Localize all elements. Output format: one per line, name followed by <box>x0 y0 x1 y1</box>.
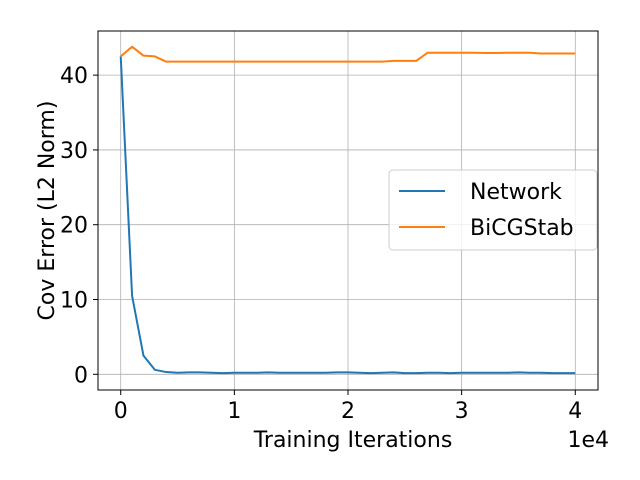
legend-label-network: Network <box>470 180 562 205</box>
x-tick-label: 1 <box>227 399 241 424</box>
series-line-network <box>119 56 576 375</box>
x-axis-label: Training Iterations <box>253 428 453 453</box>
y-tick-label: 20 <box>60 214 88 239</box>
y-tick-label: 10 <box>60 289 88 314</box>
y-tick-label: 0 <box>74 363 88 388</box>
x-tick-label: 3 <box>455 399 469 424</box>
x-tick-label: 0 <box>114 399 128 424</box>
y-tick-label: 30 <box>60 139 88 164</box>
x-tick-label: 4 <box>568 399 582 424</box>
series-lines <box>119 45 576 375</box>
y-tick-label: 40 <box>60 64 88 89</box>
legend-label-bicgstab: BiCGStab <box>470 216 574 241</box>
y-axis-label: Cov Error (L2 Norm) <box>35 101 60 321</box>
x-tick-label: 2 <box>341 399 355 424</box>
x-axis-offset-label: 1e4 <box>567 428 609 453</box>
legend: Network BiCGStab <box>388 169 598 251</box>
series-line-bicgstab <box>120 45 576 63</box>
